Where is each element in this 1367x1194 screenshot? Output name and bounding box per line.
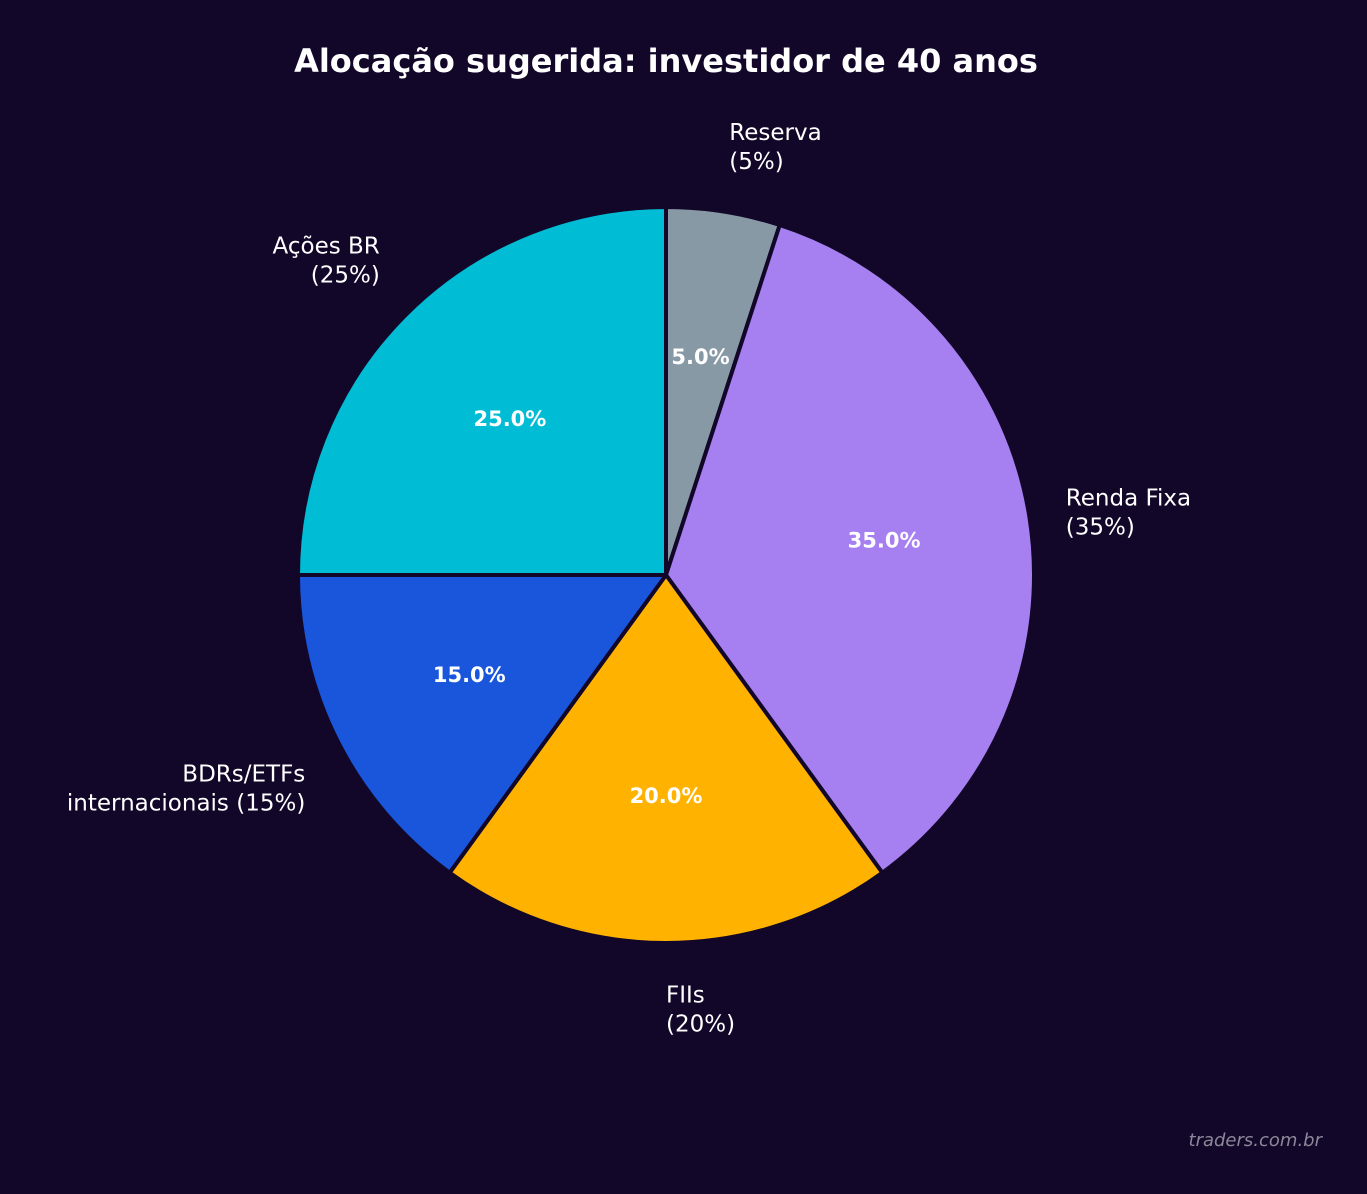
slice-labels: Reserva (5%) Renda Fixa (35%) FIIs (20%) BDRs/…	[67, 120, 1191, 1038]
slice-label-reserva: Reserva (5%)	[729, 120, 821, 175]
watermark: traders.com.br	[1189, 1130, 1324, 1151]
slice-label-line: internacionais (15%)	[67, 790, 305, 816]
slice-label-renda-fixa: Renda Fixa (35%)	[1066, 485, 1191, 540]
pie-slice-acoes-br	[296, 205, 668, 577]
slice-label-acoes-br: Ações BR (25%)	[273, 233, 380, 288]
slice-label-line: (25%)	[311, 262, 380, 288]
slice-label-line: FIIs	[666, 982, 705, 1008]
slice-label-line: BDRs/ETFs	[182, 761, 305, 787]
slice-percent-labels: 5.0% 35.0% 20.0% 15.0% 25.0%	[433, 345, 921, 808]
slice-label-line: (35%)	[1066, 514, 1135, 540]
slice-label-line: Reserva	[729, 120, 821, 146]
pie-slice-fiis	[447, 573, 885, 945]
slice-percent-renda-fixa: 35.0%	[848, 529, 921, 553]
pie-slice-bdrs-etfs	[296, 573, 668, 875]
slice-label-line: Renda Fixa	[1066, 485, 1191, 511]
chart-title: Alocação sugerida: investidor de 40 anos	[294, 42, 1038, 80]
slice-label-line: (20%)	[666, 1011, 735, 1037]
slice-percent-reserva: 5.0%	[671, 345, 729, 369]
slice-label-bdrs-etfs: BDRs/ETFs internacionais (15%)	[67, 761, 305, 816]
slice-percent-acoes-br: 25.0%	[473, 407, 546, 431]
slice-label-line: Ações BR	[273, 233, 380, 259]
slice-label-fiis: FIIs (20%)	[666, 982, 735, 1037]
pie-slice-renda-fixa	[664, 223, 1036, 875]
slice-label-line: (5%)	[729, 149, 783, 175]
pie-slices	[296, 205, 1036, 945]
slice-percent-fiis: 20.0%	[630, 784, 703, 808]
slice-percent-bdrs-etfs: 15.0%	[433, 663, 506, 687]
